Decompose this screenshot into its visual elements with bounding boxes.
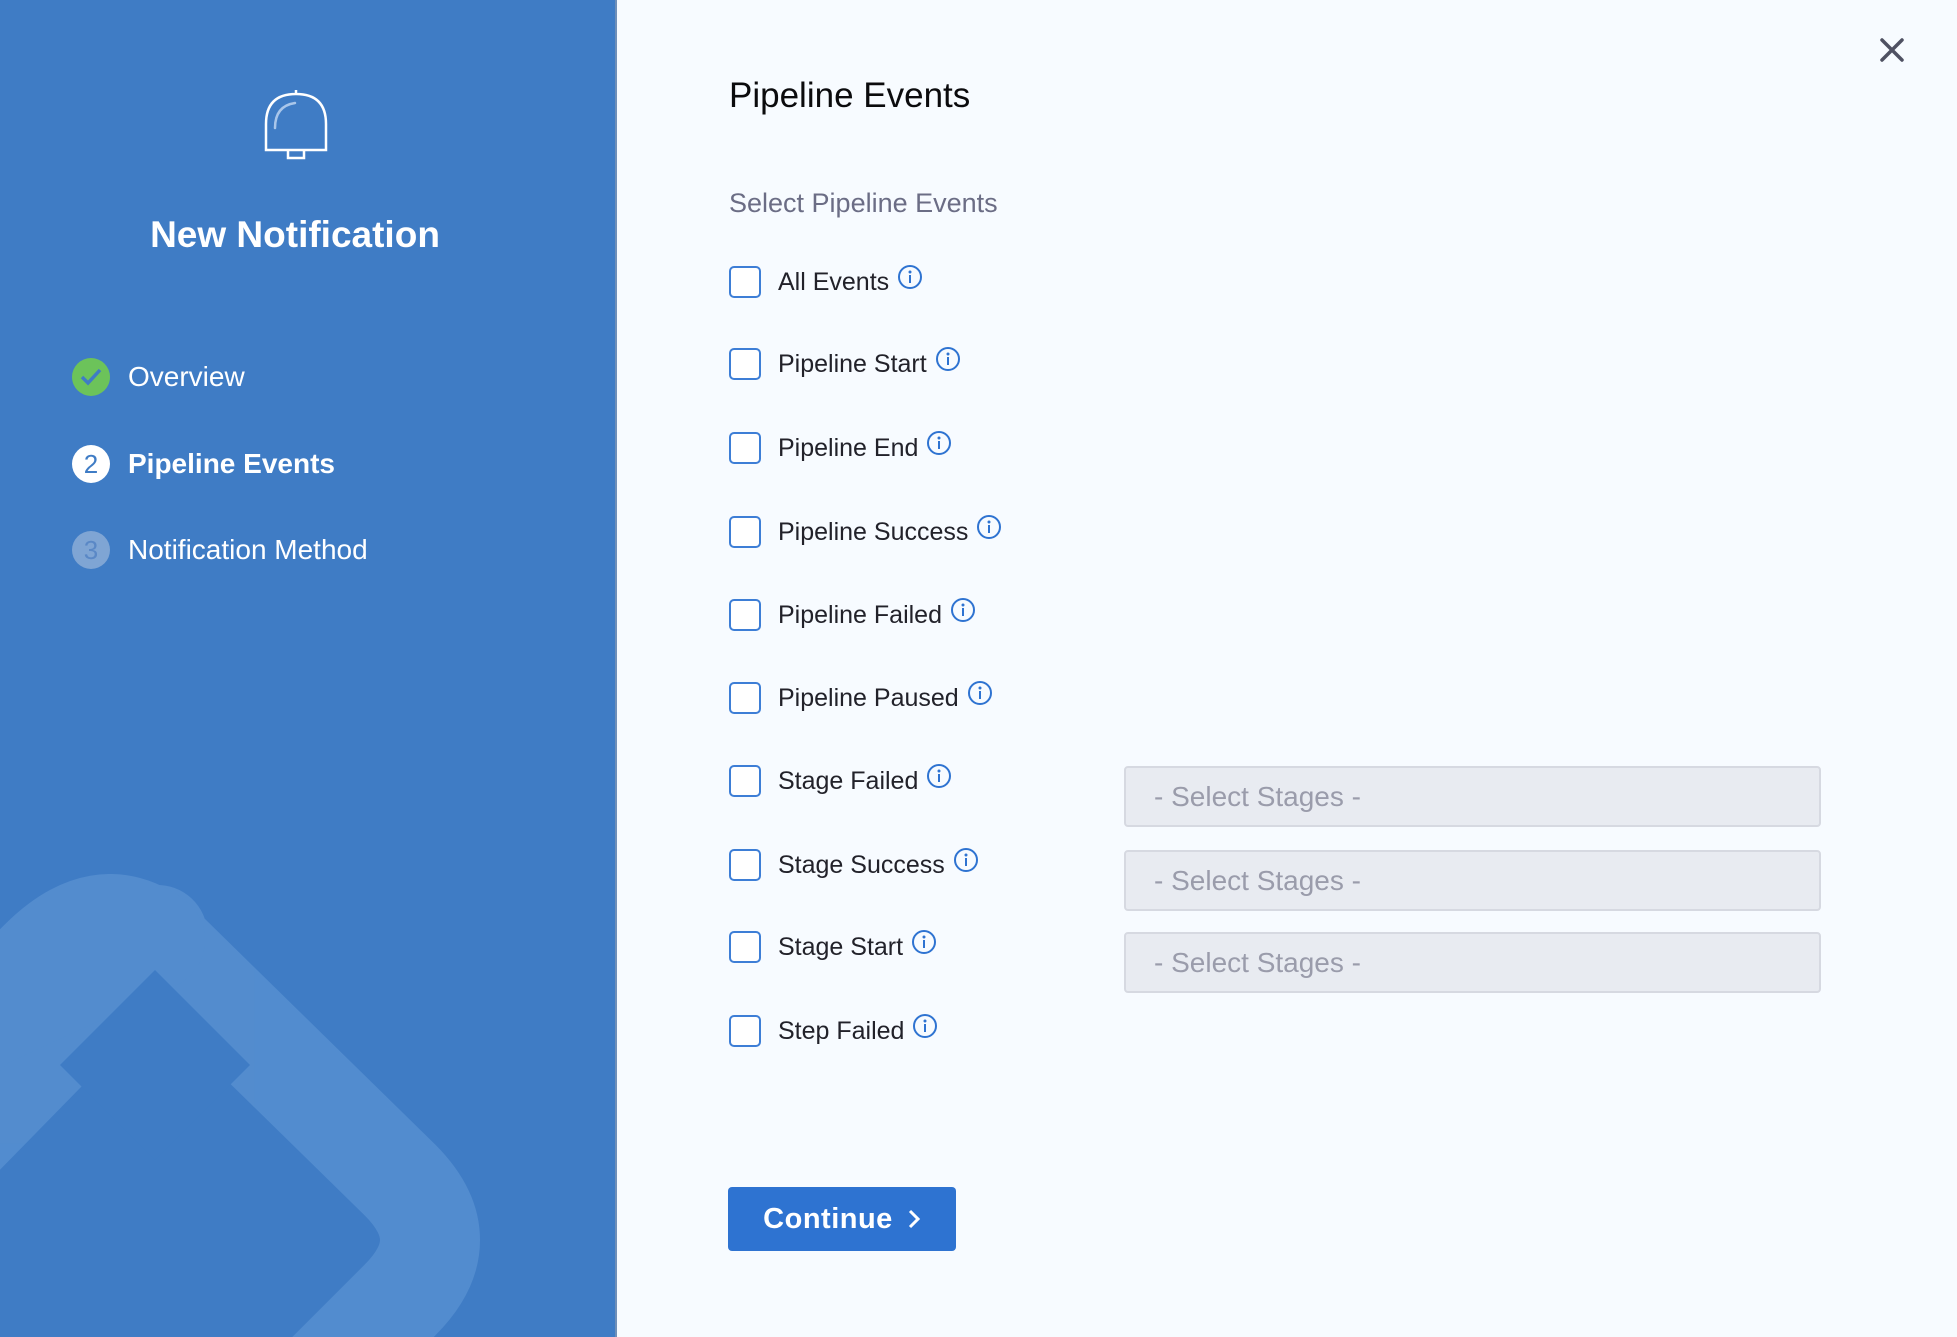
info-icon[interactable] [926, 763, 952, 789]
continue-label: Continue [763, 1202, 893, 1235]
close-button[interactable] [1876, 34, 1908, 66]
pipeline-failed-checkbox[interactable] [729, 599, 761, 631]
step-number: 2 [72, 445, 110, 483]
event-label: Stage Success [778, 850, 945, 879]
info-icon[interactable] [950, 597, 976, 623]
info-icon[interactable] [976, 514, 1002, 540]
step-label: Pipeline Events [128, 448, 335, 479]
event-label: All Events [778, 267, 890, 296]
event-row-pipeline-end: Pipeline End [729, 428, 952, 468]
page-title: Pipeline Events [729, 76, 971, 115]
info-icon[interactable] [912, 1013, 938, 1039]
stage-success-checkbox[interactable] [729, 849, 761, 881]
event-row-stage-success: Stage Success [729, 845, 979, 885]
pipeline-paused-checkbox[interactable] [729, 682, 761, 714]
stage-start-select[interactable]: - Select Stages - [1124, 932, 1821, 993]
stage-success-select[interactable]: - Select Stages - [1124, 850, 1821, 911]
step-failed-checkbox[interactable] [729, 1015, 761, 1047]
step-label: Notification Method [128, 534, 368, 565]
event-label: Step Failed [778, 1016, 905, 1045]
event-label: Pipeline Failed [778, 600, 942, 629]
event-label: Stage Start [778, 932, 904, 961]
pipeline-success-checkbox[interactable] [729, 516, 761, 548]
wizard-sidebar: New Notification Overview 2 Pipeline Eve… [0, 0, 617, 1337]
stage-start-checkbox[interactable] [729, 931, 761, 963]
stage-failed-checkbox[interactable] [729, 765, 761, 797]
pipeline-end-checkbox[interactable] [729, 432, 761, 464]
step-number: 3 [72, 531, 110, 569]
event-label: Pipeline End [778, 433, 919, 462]
step-label: Overview [128, 361, 245, 392]
step-pipeline-events[interactable]: 2 Pipeline Events [72, 445, 335, 483]
info-icon[interactable] [953, 847, 979, 873]
all-events-checkbox[interactable] [729, 266, 761, 298]
step-overview[interactable]: Overview [72, 358, 245, 396]
event-row-stage-failed: Stage Failed [729, 761, 952, 801]
watermark-logo [0, 874, 480, 1337]
chevron-right-icon [908, 1209, 920, 1229]
event-label: Pipeline Success [778, 517, 969, 546]
info-icon[interactable] [911, 929, 937, 955]
close-icon [1880, 38, 1904, 62]
event-row-pipeline-failed: Pipeline Failed [729, 595, 976, 635]
bell-icon [264, 90, 328, 160]
event-label: Pipeline Paused [778, 683, 959, 712]
event-row-step-failed: Step Failed [729, 1011, 938, 1051]
info-icon[interactable] [897, 264, 923, 290]
event-row-pipeline-paused: Pipeline Paused [729, 678, 993, 718]
info-icon[interactable] [935, 346, 961, 372]
stage-failed-select[interactable]: - Select Stages - [1124, 766, 1821, 827]
event-label: Pipeline Start [778, 349, 927, 378]
step-notification-method[interactable]: 3 Notification Method [72, 531, 368, 569]
continue-button[interactable]: Continue [728, 1187, 956, 1251]
wizard-title: New Notification [150, 214, 440, 255]
event-label: Stage Failed [778, 766, 919, 795]
event-row-all-events: All Events [729, 262, 923, 302]
event-row-stage-start: Stage Start [729, 927, 937, 967]
event-row-pipeline-start: Pipeline Start [729, 344, 961, 384]
check-circle-icon [72, 358, 110, 396]
event-row-pipeline-success: Pipeline Success [729, 512, 1002, 552]
section-subtitle: Select Pipeline Events [729, 188, 998, 218]
info-icon[interactable] [967, 680, 993, 706]
pipeline-start-checkbox[interactable] [729, 348, 761, 380]
info-icon[interactable] [926, 430, 952, 456]
